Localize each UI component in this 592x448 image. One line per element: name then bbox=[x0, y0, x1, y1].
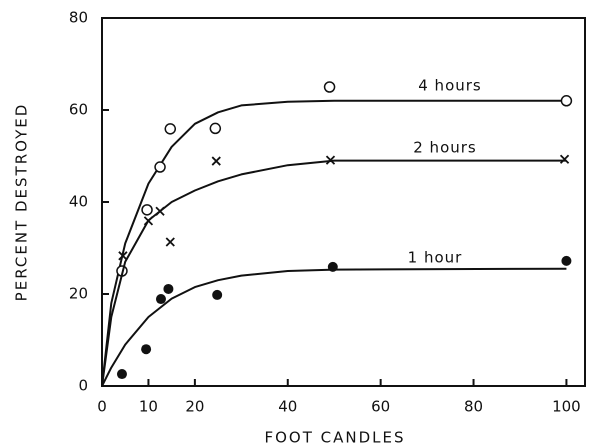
point bbox=[165, 237, 175, 247]
point bbox=[560, 95, 573, 107]
point bbox=[141, 344, 152, 355]
curve-label: 1 hour bbox=[408, 249, 463, 267]
y-tick-label: 20 bbox=[69, 285, 88, 303]
point bbox=[327, 261, 338, 272]
point bbox=[211, 156, 221, 166]
x-tick-label: 100 bbox=[552, 398, 581, 416]
point bbox=[325, 155, 336, 165]
point bbox=[155, 294, 166, 305]
x-tick-label: 60 bbox=[371, 398, 390, 416]
y-axis-label: PERCENT DESTROYED bbox=[13, 103, 31, 302]
y-tick-label: 60 bbox=[69, 101, 88, 119]
x-tick-label: 40 bbox=[278, 398, 297, 416]
curve-label: 4 hours bbox=[418, 77, 481, 95]
point bbox=[164, 123, 177, 135]
fit-curve bbox=[101, 159, 567, 387]
point bbox=[118, 251, 128, 261]
point bbox=[323, 81, 336, 93]
point bbox=[143, 216, 154, 226]
x-tick-label: 20 bbox=[185, 398, 204, 416]
fit-curve bbox=[101, 99, 567, 387]
point bbox=[154, 161, 166, 173]
y-tick-label: 0 bbox=[78, 377, 88, 395]
x-tick-label: 80 bbox=[464, 398, 483, 416]
y-tick-label: 40 bbox=[69, 193, 88, 211]
point bbox=[212, 289, 223, 300]
x-tick-label: 0 bbox=[97, 398, 107, 416]
fit-curve bbox=[101, 267, 567, 387]
x-tick-label: 10 bbox=[139, 398, 158, 416]
x-axis-label: FOOT CANDLES bbox=[264, 429, 405, 447]
point bbox=[559, 154, 570, 164]
point bbox=[561, 255, 572, 266]
point bbox=[163, 283, 174, 294]
point bbox=[155, 206, 165, 216]
y-tick-label: 80 bbox=[69, 9, 88, 27]
curve-label: 2 hours bbox=[413, 139, 476, 157]
point bbox=[141, 204, 153, 216]
point bbox=[116, 369, 127, 380]
point bbox=[209, 122, 222, 135]
plot-frame bbox=[101, 17, 586, 387]
